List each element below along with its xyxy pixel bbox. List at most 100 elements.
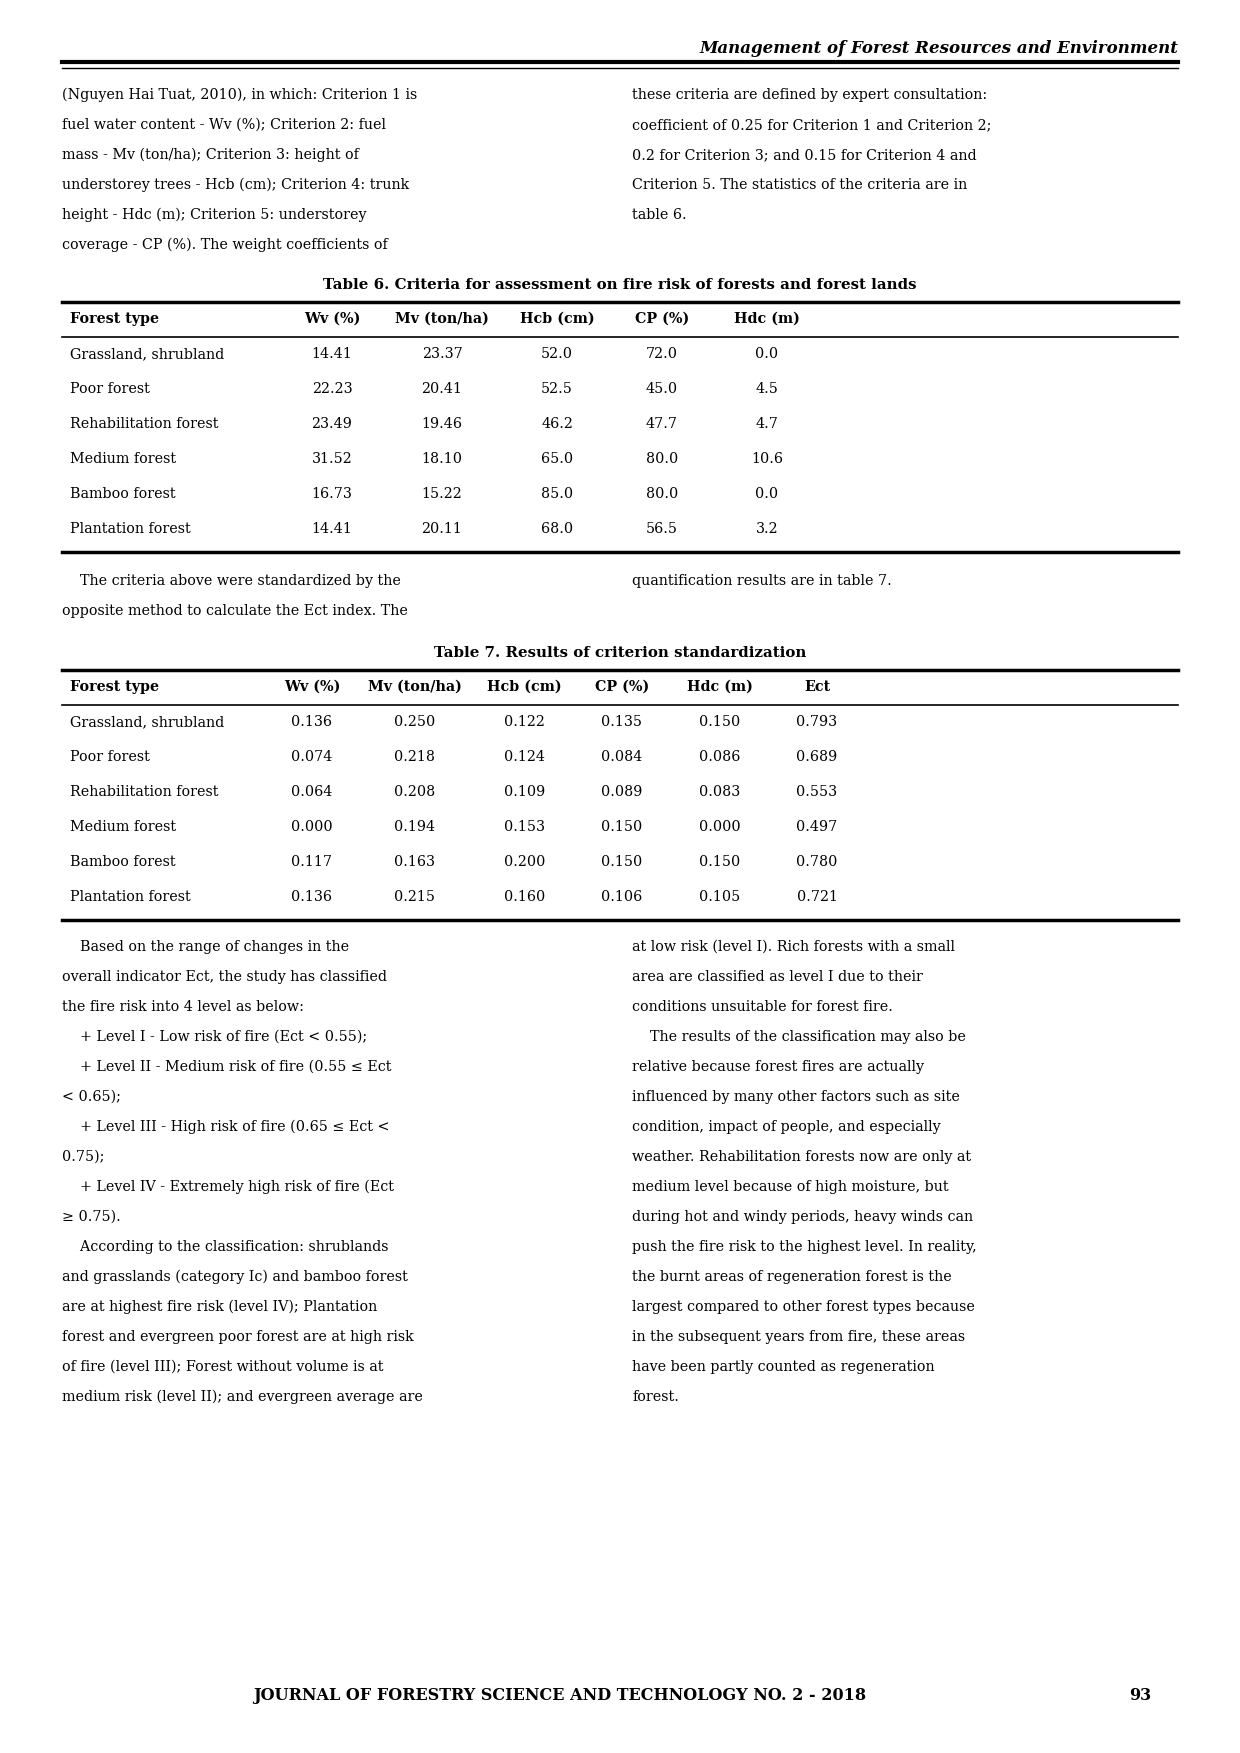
Text: the fire risk into 4 level as below:: the fire risk into 4 level as below: bbox=[62, 999, 304, 1013]
Text: 0.160: 0.160 bbox=[503, 891, 546, 905]
Text: 3.2: 3.2 bbox=[755, 522, 779, 536]
Text: + Level I - Low risk of fire (Ect < 0.55);: + Level I - Low risk of fire (Ect < 0.55… bbox=[62, 1031, 367, 1045]
Text: understorey trees - Hcb (cm); Criterion 4: trunk: understorey trees - Hcb (cm); Criterion … bbox=[62, 179, 409, 193]
Text: weather. Rehabilitation forests now are only at: weather. Rehabilitation forests now are … bbox=[632, 1150, 971, 1164]
Text: 0.150: 0.150 bbox=[699, 715, 740, 729]
Text: 80.0: 80.0 bbox=[646, 487, 678, 501]
Text: forest.: forest. bbox=[632, 1390, 678, 1404]
Text: opposite method to calculate the Ect index. The: opposite method to calculate the Ect ind… bbox=[62, 605, 408, 619]
Text: 0.117: 0.117 bbox=[291, 855, 332, 869]
Text: Table 7. Results of criterion standardization: Table 7. Results of criterion standardiz… bbox=[434, 647, 806, 659]
Text: + Level II - Medium risk of fire (0.55 ≤ Ect: + Level II - Medium risk of fire (0.55 ≤… bbox=[62, 1061, 392, 1075]
Text: 22.23: 22.23 bbox=[311, 382, 352, 396]
Text: have been partly counted as regeneration: have been partly counted as regeneration bbox=[632, 1360, 935, 1374]
Text: 0.250: 0.250 bbox=[394, 715, 435, 729]
Text: Bamboo forest: Bamboo forest bbox=[69, 487, 176, 501]
Text: Criterion 5. The statistics of the criteria are in: Criterion 5. The statistics of the crite… bbox=[632, 179, 967, 193]
Text: 0.2 for Criterion 3; and 0.15 for Criterion 4 and: 0.2 for Criterion 3; and 0.15 for Criter… bbox=[632, 147, 977, 161]
Text: 0.135: 0.135 bbox=[601, 715, 642, 729]
Text: 0.124: 0.124 bbox=[503, 750, 546, 764]
Text: 14.41: 14.41 bbox=[311, 522, 352, 536]
Text: ≥ 0.75).: ≥ 0.75). bbox=[62, 1210, 120, 1224]
Text: 14.41: 14.41 bbox=[311, 347, 352, 361]
Text: Forest type: Forest type bbox=[69, 680, 159, 694]
Text: 0.200: 0.200 bbox=[503, 855, 546, 869]
Text: 19.46: 19.46 bbox=[422, 417, 463, 431]
Text: 0.75);: 0.75); bbox=[62, 1150, 104, 1164]
Text: 72.0: 72.0 bbox=[646, 347, 678, 361]
Text: 0.721: 0.721 bbox=[796, 891, 837, 905]
Text: Mv (ton/ha): Mv (ton/ha) bbox=[367, 680, 461, 694]
Text: 0.150: 0.150 bbox=[601, 855, 642, 869]
Text: Poor forest: Poor forest bbox=[69, 750, 150, 764]
Text: The results of the classification may also be: The results of the classification may al… bbox=[632, 1031, 966, 1045]
Text: Rehabilitation forest: Rehabilitation forest bbox=[69, 417, 218, 431]
Text: relative because forest fires are actually: relative because forest fires are actual… bbox=[632, 1061, 924, 1075]
Text: medium level because of high moisture, but: medium level because of high moisture, b… bbox=[632, 1180, 949, 1194]
Text: 0.000: 0.000 bbox=[698, 820, 740, 834]
Text: 0.163: 0.163 bbox=[394, 855, 435, 869]
Text: these criteria are defined by expert consultation:: these criteria are defined by expert con… bbox=[632, 88, 987, 102]
Text: Forest type: Forest type bbox=[69, 312, 159, 326]
Text: condition, impact of people, and especially: condition, impact of people, and especia… bbox=[632, 1120, 941, 1134]
Text: 31.52: 31.52 bbox=[311, 452, 352, 466]
Text: 52.0: 52.0 bbox=[541, 347, 573, 361]
Text: Grassland, shrubland: Grassland, shrubland bbox=[69, 347, 224, 361]
Text: 45.0: 45.0 bbox=[646, 382, 678, 396]
Text: 0.553: 0.553 bbox=[796, 785, 837, 799]
Text: Management of Forest Resources and Environment: Management of Forest Resources and Envir… bbox=[699, 40, 1178, 56]
Text: in the subsequent years from fire, these areas: in the subsequent years from fire, these… bbox=[632, 1331, 965, 1345]
Text: 10.6: 10.6 bbox=[751, 452, 782, 466]
Text: 0.074: 0.074 bbox=[291, 750, 332, 764]
Text: Hcb (cm): Hcb (cm) bbox=[520, 312, 594, 326]
Text: 23.37: 23.37 bbox=[422, 347, 463, 361]
Text: of fire (level III); Forest without volume is at: of fire (level III); Forest without volu… bbox=[62, 1360, 383, 1374]
Text: 20.11: 20.11 bbox=[422, 522, 463, 536]
Text: medium risk (level II); and evergreen average are: medium risk (level II); and evergreen av… bbox=[62, 1390, 423, 1404]
Text: 0.153: 0.153 bbox=[503, 820, 546, 834]
Text: 0.0: 0.0 bbox=[755, 347, 779, 361]
Text: Mv (ton/ha): Mv (ton/ha) bbox=[396, 312, 489, 326]
Text: 4.5: 4.5 bbox=[755, 382, 779, 396]
Text: 0.218: 0.218 bbox=[394, 750, 435, 764]
Text: 0.109: 0.109 bbox=[503, 785, 546, 799]
Text: height - Hdc (m); Criterion 5: understorey: height - Hdc (m); Criterion 5: understor… bbox=[62, 209, 367, 223]
Text: coefficient of 0.25 for Criterion 1 and Criterion 2;: coefficient of 0.25 for Criterion 1 and … bbox=[632, 117, 992, 131]
Text: 0.150: 0.150 bbox=[699, 855, 740, 869]
Text: coverage - CP (%). The weight coefficients of: coverage - CP (%). The weight coefficien… bbox=[62, 238, 388, 252]
Text: 0.089: 0.089 bbox=[601, 785, 642, 799]
Text: quantification results are in table 7.: quantification results are in table 7. bbox=[632, 573, 892, 587]
Text: Medium forest: Medium forest bbox=[69, 452, 176, 466]
Text: Bamboo forest: Bamboo forest bbox=[69, 855, 176, 869]
Text: largest compared to other forest types because: largest compared to other forest types b… bbox=[632, 1301, 975, 1315]
Text: conditions unsuitable for forest fire.: conditions unsuitable for forest fire. bbox=[632, 999, 893, 1013]
Text: CP (%): CP (%) bbox=[635, 312, 689, 326]
Text: According to the classification: shrublands: According to the classification: shrubla… bbox=[62, 1239, 388, 1253]
Text: 23.49: 23.49 bbox=[311, 417, 352, 431]
Text: 15.22: 15.22 bbox=[422, 487, 463, 501]
Text: CP (%): CP (%) bbox=[595, 680, 649, 694]
Text: table 6.: table 6. bbox=[632, 209, 687, 223]
Text: and grasslands (category Ic) and bamboo forest: and grasslands (category Ic) and bamboo … bbox=[62, 1269, 408, 1285]
Text: 0.689: 0.689 bbox=[796, 750, 838, 764]
Text: 65.0: 65.0 bbox=[541, 452, 573, 466]
Text: Table 6. Criteria for assessment on fire risk of forests and forest lands: Table 6. Criteria for assessment on fire… bbox=[324, 279, 916, 293]
Text: the burnt areas of regeneration forest is the: the burnt areas of regeneration forest i… bbox=[632, 1269, 952, 1283]
Text: 0.208: 0.208 bbox=[394, 785, 435, 799]
Text: 93: 93 bbox=[1128, 1686, 1151, 1704]
Text: 20.41: 20.41 bbox=[422, 382, 463, 396]
Text: 0.793: 0.793 bbox=[796, 715, 837, 729]
Text: Hdc (m): Hdc (m) bbox=[734, 312, 800, 326]
Text: Medium forest: Medium forest bbox=[69, 820, 176, 834]
Text: area are classified as level I due to their: area are classified as level I due to th… bbox=[632, 969, 923, 983]
Text: Grassland, shrubland: Grassland, shrubland bbox=[69, 715, 224, 729]
Text: 47.7: 47.7 bbox=[646, 417, 678, 431]
Text: during hot and windy periods, heavy winds can: during hot and windy periods, heavy wind… bbox=[632, 1210, 973, 1224]
Text: are at highest fire risk (level IV); Plantation: are at highest fire risk (level IV); Pla… bbox=[62, 1301, 377, 1315]
Text: Poor forest: Poor forest bbox=[69, 382, 150, 396]
Text: Rehabilitation forest: Rehabilitation forest bbox=[69, 785, 218, 799]
Text: 0.194: 0.194 bbox=[394, 820, 435, 834]
Text: 0.497: 0.497 bbox=[796, 820, 838, 834]
Text: + Level III - High risk of fire (0.65 ≤ Ect <: + Level III - High risk of fire (0.65 ≤ … bbox=[62, 1120, 389, 1134]
Text: 0.136: 0.136 bbox=[291, 891, 332, 905]
